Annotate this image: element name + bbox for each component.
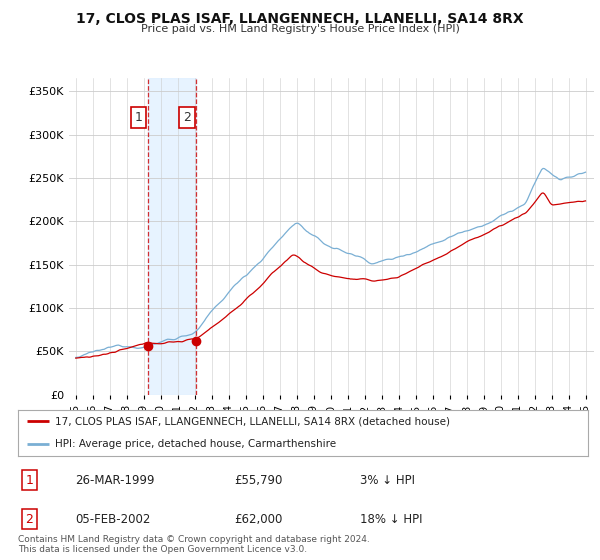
Text: £62,000: £62,000	[235, 513, 283, 526]
Text: HPI: Average price, detached house, Carmarthenshire: HPI: Average price, detached house, Carm…	[55, 439, 336, 449]
Text: 1: 1	[25, 474, 34, 487]
Text: £55,790: £55,790	[235, 474, 283, 487]
Text: Price paid vs. HM Land Registry's House Price Index (HPI): Price paid vs. HM Land Registry's House …	[140, 24, 460, 34]
Bar	[148, 78, 196, 395]
Text: 17, CLOS PLAS ISAF, LLANGENNECH, LLANELLI, SA14 8RX: 17, CLOS PLAS ISAF, LLANGENNECH, LLANELL…	[76, 12, 524, 26]
Text: 05-FEB-2002: 05-FEB-2002	[75, 513, 151, 526]
Text: 2: 2	[25, 513, 34, 526]
Text: 17, CLOS PLAS ISAF, LLANGENNECH, LLANELLI, SA14 8RX (detached house): 17, CLOS PLAS ISAF, LLANGENNECH, LLANELL…	[55, 416, 450, 426]
Text: 26-MAR-1999: 26-MAR-1999	[75, 474, 155, 487]
Text: Contains HM Land Registry data © Crown copyright and database right 2024.
This d: Contains HM Land Registry data © Crown c…	[18, 535, 370, 554]
Text: 3% ↓ HPI: 3% ↓ HPI	[360, 474, 415, 487]
Text: 1: 1	[134, 111, 142, 124]
Text: 2: 2	[183, 111, 191, 124]
Text: 18% ↓ HPI: 18% ↓ HPI	[360, 513, 422, 526]
